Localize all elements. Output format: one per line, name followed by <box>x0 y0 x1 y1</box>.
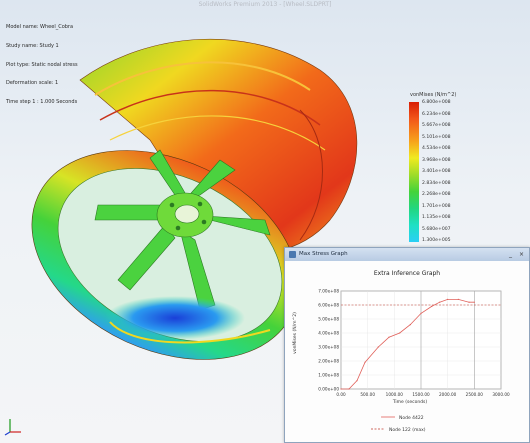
chart-title: Extra Inference Graph <box>374 270 440 277</box>
series-point <box>420 313 421 314</box>
y-tick-label: 1.00e+08 <box>318 373 339 378</box>
legend-tick: 1.701e+008 <box>422 204 451 209</box>
legend-tick: 5.680e+007 <box>422 227 451 232</box>
stress-legend: vonMises (N/m^2) 6.800e+008 6.234e+008 5… <box>404 92 464 252</box>
y-tick-label: 5.00e+08 <box>318 317 339 322</box>
chart-window-title: Max Stress Graph <box>299 248 348 261</box>
graph-icon <box>289 251 296 258</box>
legend-tick: 2.834e+008 <box>422 181 451 186</box>
y-tick-label: 4.00e+08 <box>318 331 339 336</box>
legend-tick: 2.268e+008 <box>422 192 451 197</box>
series-point <box>410 324 411 325</box>
series-point <box>474 302 475 303</box>
legend-entry-1: Node 4422 <box>399 415 424 421</box>
series-point <box>356 380 357 381</box>
chart-plot: Extra Inference Graph vonMises (N/m^2) T… <box>285 261 529 441</box>
legend-tick: 5.101e+008 <box>422 135 451 140</box>
legend-tick: 5.667e+008 <box>422 123 451 128</box>
x-tick-label: 3000.00 <box>492 392 510 397</box>
series-point <box>388 337 389 338</box>
legend-unit: vonMises (N/m^2) <box>410 92 456 98</box>
series-point <box>468 302 469 303</box>
series-point <box>447 299 448 300</box>
y-tick-label: 2.00e+08 <box>318 359 339 364</box>
chart-window[interactable]: Max Stress Graph _ × Extra Inference Gra… <box>284 247 530 443</box>
legend-tick: 1.300e+005 <box>422 238 451 243</box>
legend-tick: 6.234e+008 <box>422 112 451 117</box>
y-axis-label: vonMises (N/m^2) <box>292 312 298 354</box>
y-tick-label: 7.00e+08 <box>318 289 339 294</box>
x-tick-label: 2500.00 <box>466 392 484 397</box>
series-point <box>348 388 349 389</box>
legend-tick: 3.401e+008 <box>422 169 451 174</box>
y-tick-label: 0.00e+00 <box>318 387 339 392</box>
x-tick-label: 0.00 <box>336 392 346 397</box>
chart-window-titlebar[interactable]: Max Stress Graph _ × <box>285 248 529 261</box>
y-tick-label: 3.00e+08 <box>318 345 339 350</box>
legend-tick: 4.534e+008 <box>422 146 451 151</box>
series-point <box>439 302 440 303</box>
minimize-button[interactable]: _ <box>507 251 514 258</box>
series-point <box>364 362 365 363</box>
series-point <box>340 388 341 389</box>
series-point <box>431 306 432 307</box>
close-button[interactable]: × <box>518 251 525 258</box>
legend-tick: 1.135e+008 <box>422 215 451 220</box>
series-point <box>458 299 459 300</box>
y-tick-label: 6.00e+08 <box>318 303 339 308</box>
legend-tick: 6.800e+008 <box>422 100 451 105</box>
legend-color-bar <box>409 102 419 242</box>
series-point <box>399 332 400 333</box>
x-axis-label: Time (seconds) <box>392 399 428 405</box>
axis-triad-icon <box>4 416 24 436</box>
x-tick-label: 500.00 <box>360 392 375 397</box>
legend-tick: 3.968e+008 <box>422 158 451 163</box>
x-tick-label: 1000.00 <box>386 392 404 397</box>
series-point <box>378 346 379 347</box>
x-tick-label: 2000.00 <box>439 392 457 397</box>
x-tick-label: 1500.00 <box>412 392 430 397</box>
legend-entry-2: Node 122 (max) <box>389 427 426 433</box>
